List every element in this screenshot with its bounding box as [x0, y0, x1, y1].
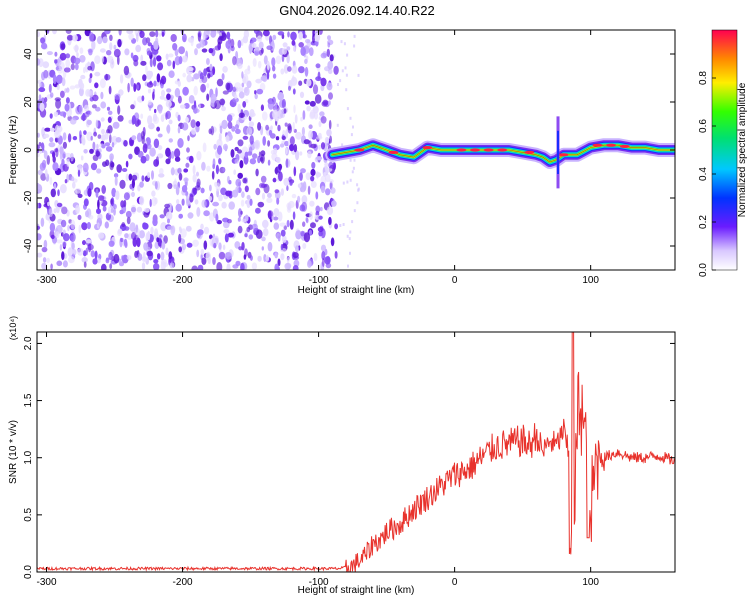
snr-x-axis: -300 -200 -100 0 100	[37, 332, 599, 588]
chart-title: GN04.2026.092.14.40.R22	[279, 3, 434, 18]
colorbar-ticks: 0.0 0.2 0.4 0.6 0.8	[698, 71, 716, 277]
x-tick-label: -100	[309, 577, 329, 588]
y-tick-label: 2.0	[23, 336, 34, 350]
y-tick-label: -20	[23, 190, 34, 205]
colorbar-tick-label: 0.6	[698, 119, 709, 133]
colorbar-tick-label: 0.4	[698, 167, 709, 181]
x-tick-label: 100	[582, 275, 599, 286]
y-tick-label: 40	[23, 48, 34, 60]
spectrogram-y-label: Frequency (Hz)	[8, 116, 19, 185]
y-tick-label: 0.5	[23, 507, 34, 521]
x-tick-label: -100	[309, 275, 329, 286]
y-tick-label: -40	[23, 238, 34, 253]
signal-track	[325, 116, 675, 189]
snr-frame	[36, 331, 676, 573]
spectrogram-area	[37, 30, 675, 270]
colorbar-tick-label: 0.8	[698, 71, 709, 85]
spectrogram-y-axis: -40 -20 0 20 40	[23, 48, 675, 253]
y-tick-label: 1.0	[23, 450, 34, 464]
y-tick-label: 0.0	[23, 565, 34, 579]
colorbar-tick-label: 0.2	[698, 215, 709, 229]
colorbar-tick-label: 0.0	[698, 263, 709, 277]
snr-y-axis: 0.0 0.5 1.0 1.5 2.0	[23, 336, 675, 579]
x-tick-label: -300	[37, 275, 57, 286]
colorbar-label: Normalized spectral amplitude	[737, 82, 748, 217]
x-tick-label: -300	[37, 577, 57, 588]
spectrogram-x-axis: -300 -200 -100 0 100	[37, 30, 599, 286]
snr-y-multiplier: (x10⁴)	[8, 316, 18, 340]
x-tick-label: -200	[173, 275, 193, 286]
y-tick-label: 1.5	[23, 393, 34, 407]
snr-panel: -300 -200 -100 0 100 0.0 0.5 1.0 1.5 2.0 Height …	[8, 316, 676, 596]
snr-x-label: Height of straight line (km)	[298, 585, 415, 596]
x-tick-label: 0	[452, 275, 458, 286]
x-tick-label: -200	[173, 577, 193, 588]
spectrogram-noise	[37, 30, 360, 270]
x-tick-label: 0	[452, 577, 458, 588]
snr-plot-area	[37, 332, 675, 572]
y-tick-label: 0	[23, 147, 34, 153]
snr-series-line	[37, 332, 675, 572]
spectrogram-x-label: Height of straight line (km)	[298, 285, 415, 296]
colorbar: 0.0 0.2 0.4 0.6 0.8 Normalized spectral ampl…	[698, 29, 748, 277]
y-tick-label: 20	[23, 96, 34, 108]
snr-y-label: SNR (10 * v/v)	[8, 420, 19, 484]
x-tick-label: 100	[582, 577, 599, 588]
colorbar-gradient	[711, 29, 738, 271]
